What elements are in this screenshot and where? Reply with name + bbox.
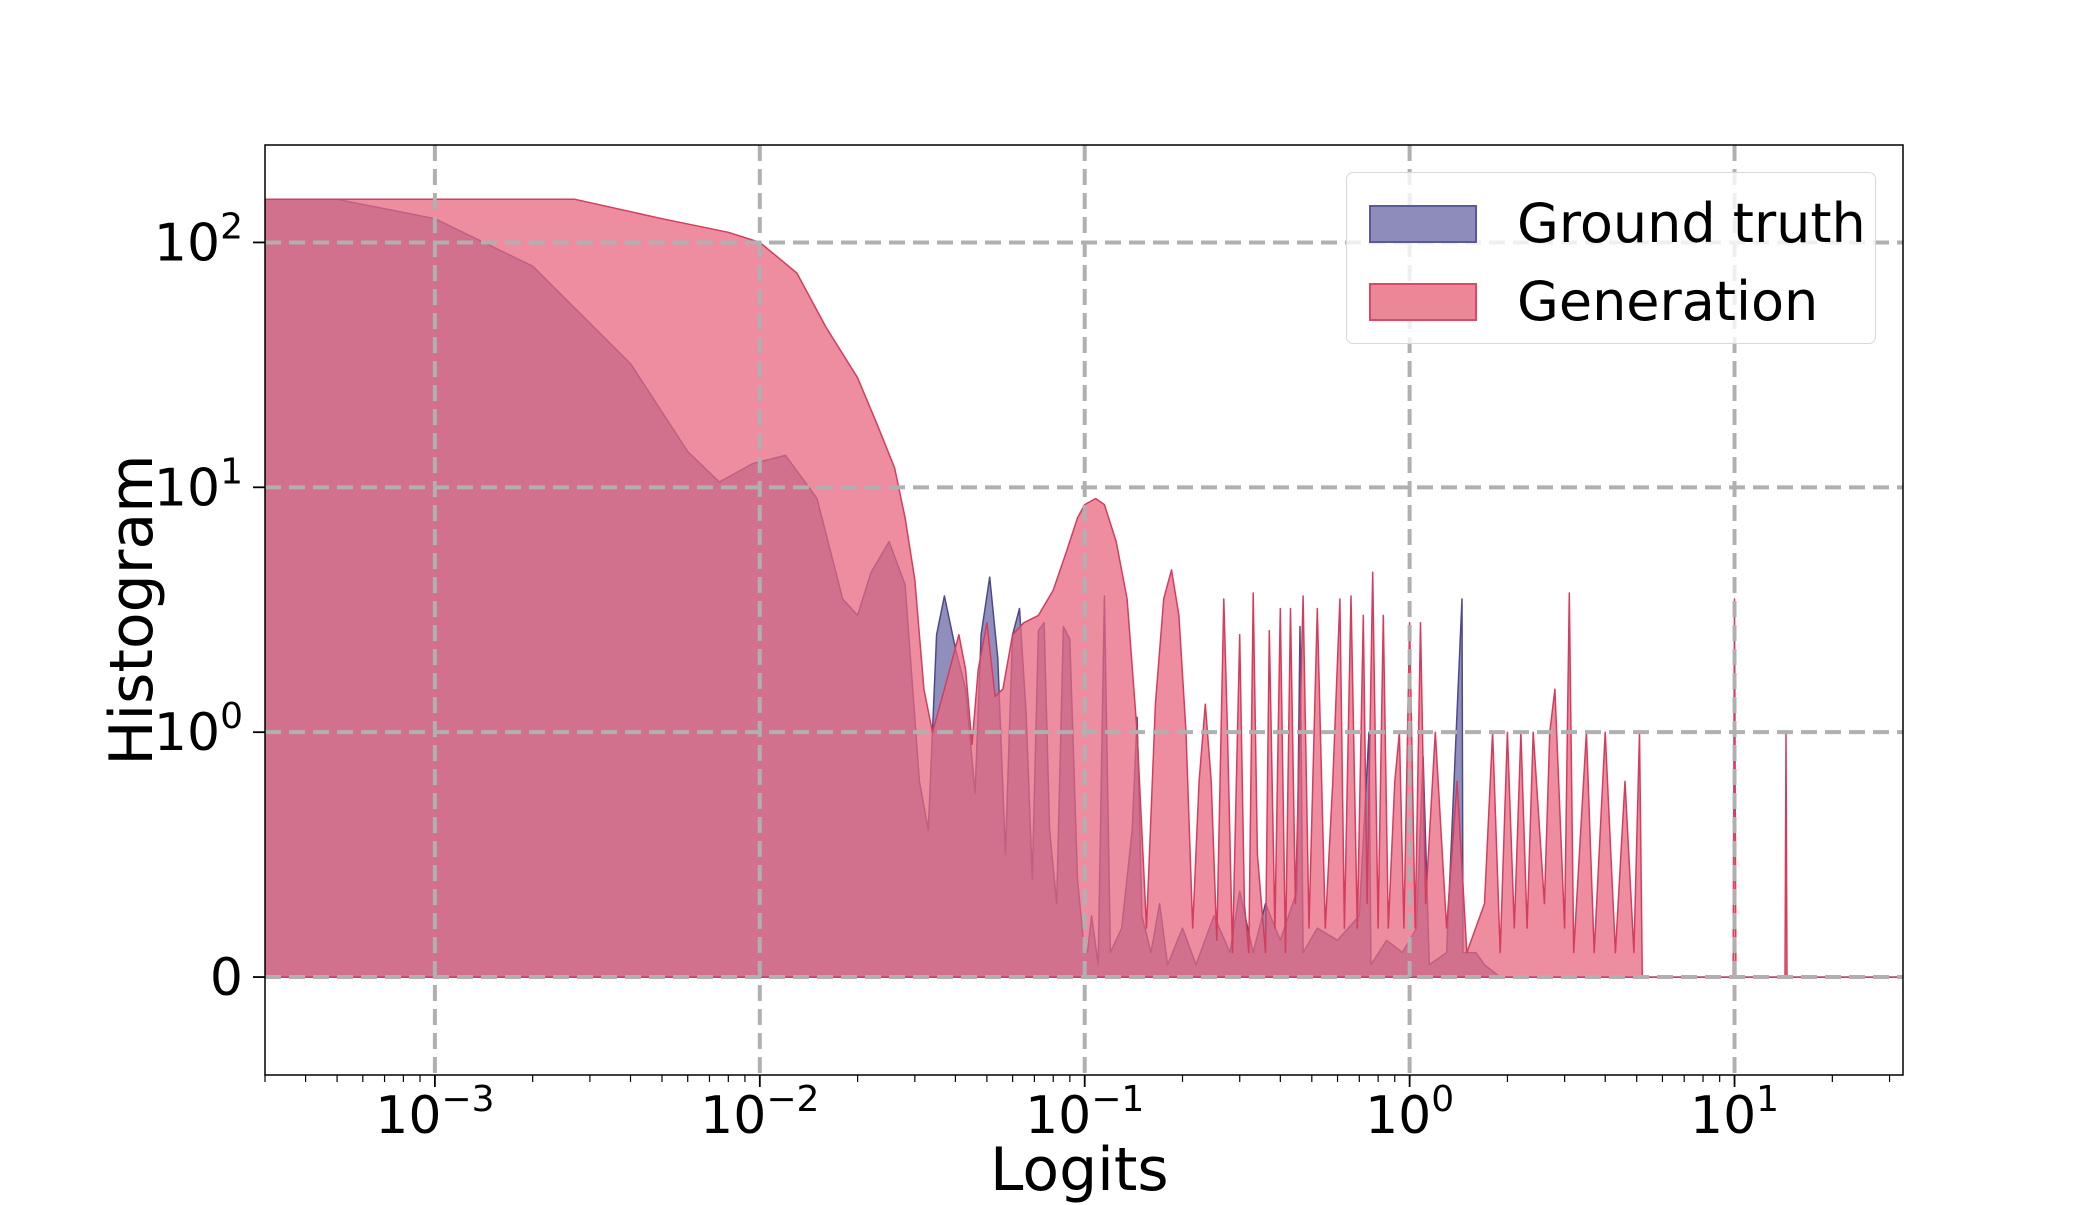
x-tick-label: 10−1 xyxy=(1025,1079,1144,1146)
y-tick-label: 102 xyxy=(154,206,243,273)
y-tick-label: 0 xyxy=(210,948,243,1008)
legend: Ground truth Generation xyxy=(1346,172,1876,344)
y-axis-title: Histogram xyxy=(97,454,167,766)
x-tick-label: 101 xyxy=(1690,1079,1779,1146)
y-tick-label: 100 xyxy=(154,696,243,763)
tick-layer: 10−3 10−2 10−1 100 101 0 100 101 102 xyxy=(154,206,1891,1146)
legend-item-ground-truth: Ground truth xyxy=(1347,191,1875,255)
legend-item-generation: Generation xyxy=(1347,269,1875,333)
legend-swatch-generation xyxy=(1369,283,1477,321)
x-tick-label: 10−2 xyxy=(700,1079,819,1146)
legend-label-ground-truth: Ground truth xyxy=(1517,192,1866,255)
legend-label-generation: Generation xyxy=(1517,270,1819,333)
y-tick-label: 101 xyxy=(154,451,243,518)
x-axis-title: Logits xyxy=(990,1135,1169,1205)
legend-swatch-ground-truth xyxy=(1369,205,1477,243)
x-tick-label: 100 xyxy=(1365,1079,1454,1146)
x-tick-label: 10−3 xyxy=(375,1079,494,1146)
